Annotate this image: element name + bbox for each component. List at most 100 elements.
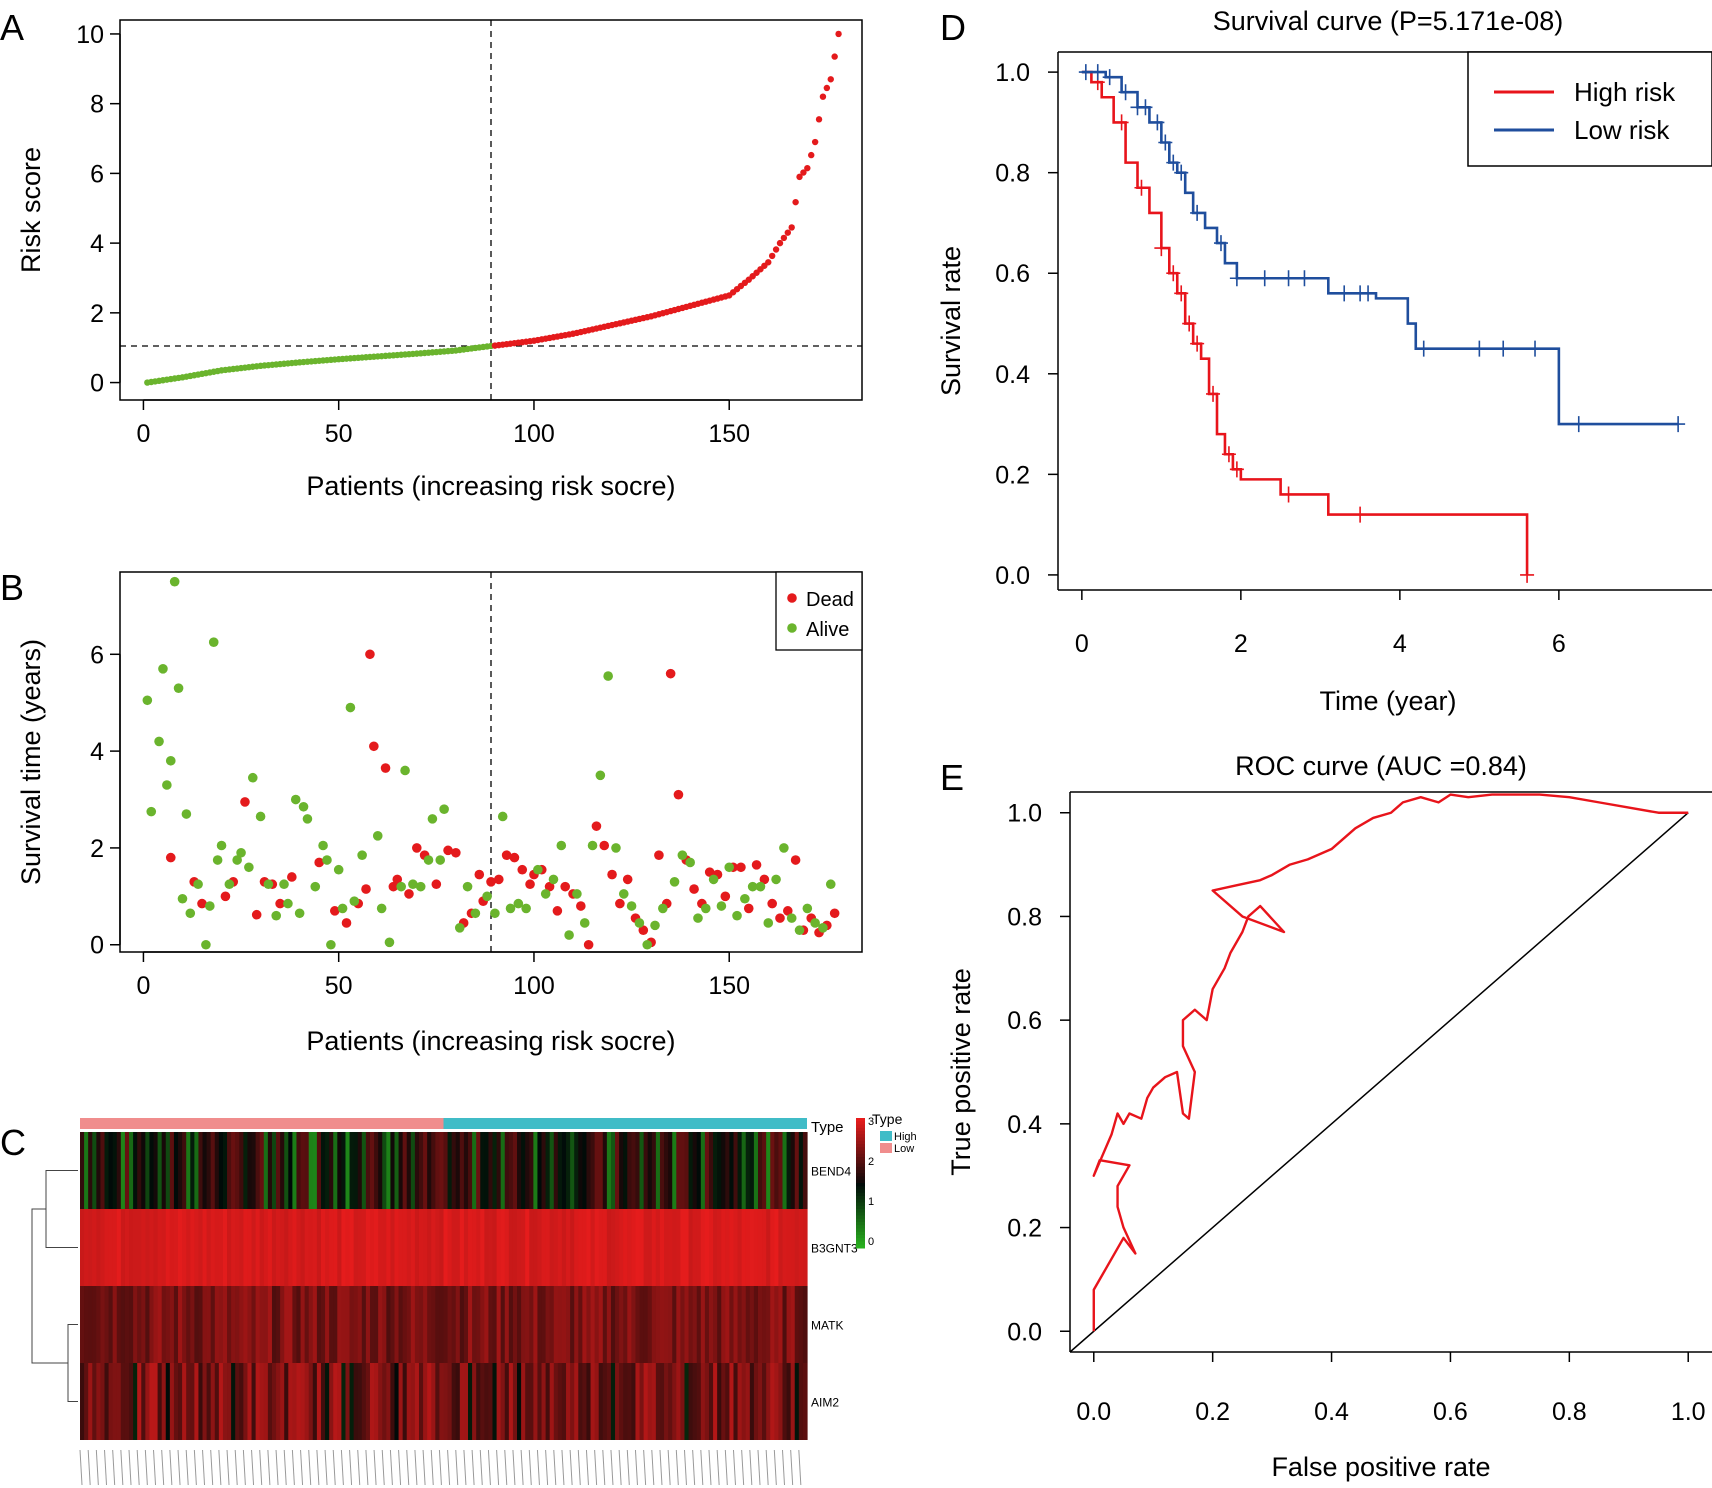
- heatmap-cell: [782, 1209, 788, 1286]
- colorbar-segment: [856, 1225, 865, 1229]
- heatmap-cell: [231, 1286, 236, 1363]
- survival-point-alive: [626, 901, 637, 911]
- heatmap-cell: [255, 1132, 261, 1209]
- heatmap-cell: [100, 1363, 106, 1440]
- censor-mark: [1190, 335, 1205, 352]
- heatmap-cell: [325, 1286, 330, 1363]
- heatmap-cell: [341, 1132, 347, 1209]
- heatmap-cell: [463, 1286, 469, 1363]
- heatmap-cell: [382, 1363, 387, 1440]
- survival-point-dead: [673, 789, 684, 800]
- heatmap-cell: [492, 1132, 498, 1209]
- survival-point-dead: [525, 879, 535, 890]
- survival-point-alive: [294, 908, 305, 919]
- legend-swatch-high: [880, 1131, 892, 1141]
- heatmap-cell: [631, 1363, 637, 1440]
- x-tick-label: 150: [708, 420, 750, 448]
- heatmap-cell: [778, 1363, 784, 1440]
- heatmap-cell: [688, 1209, 694, 1286]
- x-tick-label: 50: [325, 420, 353, 448]
- heatmap-cell: [500, 1209, 506, 1286]
- heatmap-cell: [263, 1286, 269, 1363]
- colorbar-segment: [856, 1222, 865, 1226]
- column-label-mark: [332, 1449, 336, 1486]
- risk-point-high: [815, 116, 823, 123]
- column-label-mark: [381, 1449, 385, 1486]
- survival-point-alive: [505, 903, 516, 914]
- heatmap-cell: [296, 1286, 302, 1363]
- heatmap-cell: [149, 1209, 155, 1286]
- heatmap-cell: [410, 1209, 416, 1286]
- heatmap-cell: [390, 1132, 396, 1209]
- heatmap-cell: [304, 1132, 310, 1209]
- heatmap-cell: [619, 1286, 624, 1363]
- heatmap-cell: [468, 1286, 473, 1363]
- heatmap-cell: [161, 1286, 167, 1363]
- y-tick-label: 0.2: [1007, 1215, 1042, 1243]
- heatmap-cell: [484, 1363, 490, 1440]
- column-label-mark: [169, 1449, 173, 1486]
- colorbar-segment: [856, 1209, 865, 1213]
- column-label-mark: [438, 1449, 442, 1486]
- survival-point-dead: [287, 872, 297, 882]
- heatmap-cell: [157, 1286, 163, 1363]
- survival-point-alive: [333, 864, 344, 875]
- heatmap-cell: [271, 1132, 277, 1209]
- heatmap-cell: [165, 1363, 171, 1440]
- heatmap-cell: [582, 1286, 588, 1363]
- survival-point-dead: [404, 889, 414, 899]
- heatmap-cell: [284, 1132, 289, 1209]
- column-label-mark: [422, 1449, 426, 1486]
- heatmap-cell: [517, 1363, 522, 1440]
- dendrogram-branch: [67, 1324, 78, 1402]
- column-label-mark: [610, 1449, 614, 1486]
- heatmap-cell: [664, 1286, 669, 1363]
- survival-point-dead: [689, 884, 699, 894]
- x-tick-label: 100: [513, 420, 555, 448]
- heatmap-cell: [729, 1363, 735, 1440]
- row-dendrogram: [31, 1170, 78, 1402]
- heatmap-cell: [320, 1209, 326, 1286]
- colorbar-segment: [856, 1144, 865, 1148]
- legend-label-dead: Dead: [806, 589, 854, 611]
- heatmap-cell: [80, 1363, 85, 1440]
- censor-mark: [1472, 340, 1487, 357]
- heatmap-cell: [684, 1286, 690, 1363]
- survival-point-dead: [380, 763, 391, 773]
- heatmap-cell: [590, 1132, 596, 1209]
- heatmap-cell: [423, 1286, 428, 1363]
- heatmap-cell: [500, 1363, 506, 1440]
- heatmap-cell: [300, 1132, 306, 1209]
- survival-point-alive: [470, 908, 481, 919]
- survival-point-alive: [185, 908, 196, 919]
- heatmap-cell: [374, 1132, 379, 1209]
- heatmap-cell: [443, 1132, 449, 1209]
- heatmap-cell: [304, 1209, 310, 1286]
- heatmap-cell: [247, 1132, 253, 1209]
- heatmap-cell: [378, 1132, 383, 1209]
- censor-mark: [1297, 270, 1312, 287]
- heatmap-cell: [737, 1286, 743, 1363]
- y-tick-label: 8: [90, 91, 104, 119]
- heatmap-cell: [198, 1132, 204, 1209]
- heatmap-cell: [770, 1209, 775, 1286]
- survival-point-alive: [572, 889, 582, 899]
- heatmap-cell: [341, 1286, 347, 1363]
- heatmap-cell: [549, 1286, 555, 1363]
- colorbar-segment: [856, 1215, 865, 1220]
- x-tick-label: 0.2: [1195, 1398, 1230, 1426]
- survival-point-dead: [743, 903, 754, 914]
- heatmap-cell: [602, 1209, 608, 1286]
- legend-label-alive: Alive: [806, 619, 849, 641]
- row-label: MATK: [811, 1319, 843, 1333]
- heatmap-cell: [729, 1286, 735, 1363]
- heatmap-cell: [357, 1209, 363, 1286]
- dendrogram-branch: [45, 1170, 78, 1248]
- survival-point-dead: [451, 847, 461, 858]
- survival-point-alive: [564, 930, 574, 940]
- risk-point-high: [811, 138, 819, 146]
- heatmap-cell: [235, 1363, 240, 1440]
- heatmap-cell: [512, 1363, 518, 1440]
- heatmap-cell: [684, 1209, 690, 1286]
- survival-point-alive: [408, 879, 418, 890]
